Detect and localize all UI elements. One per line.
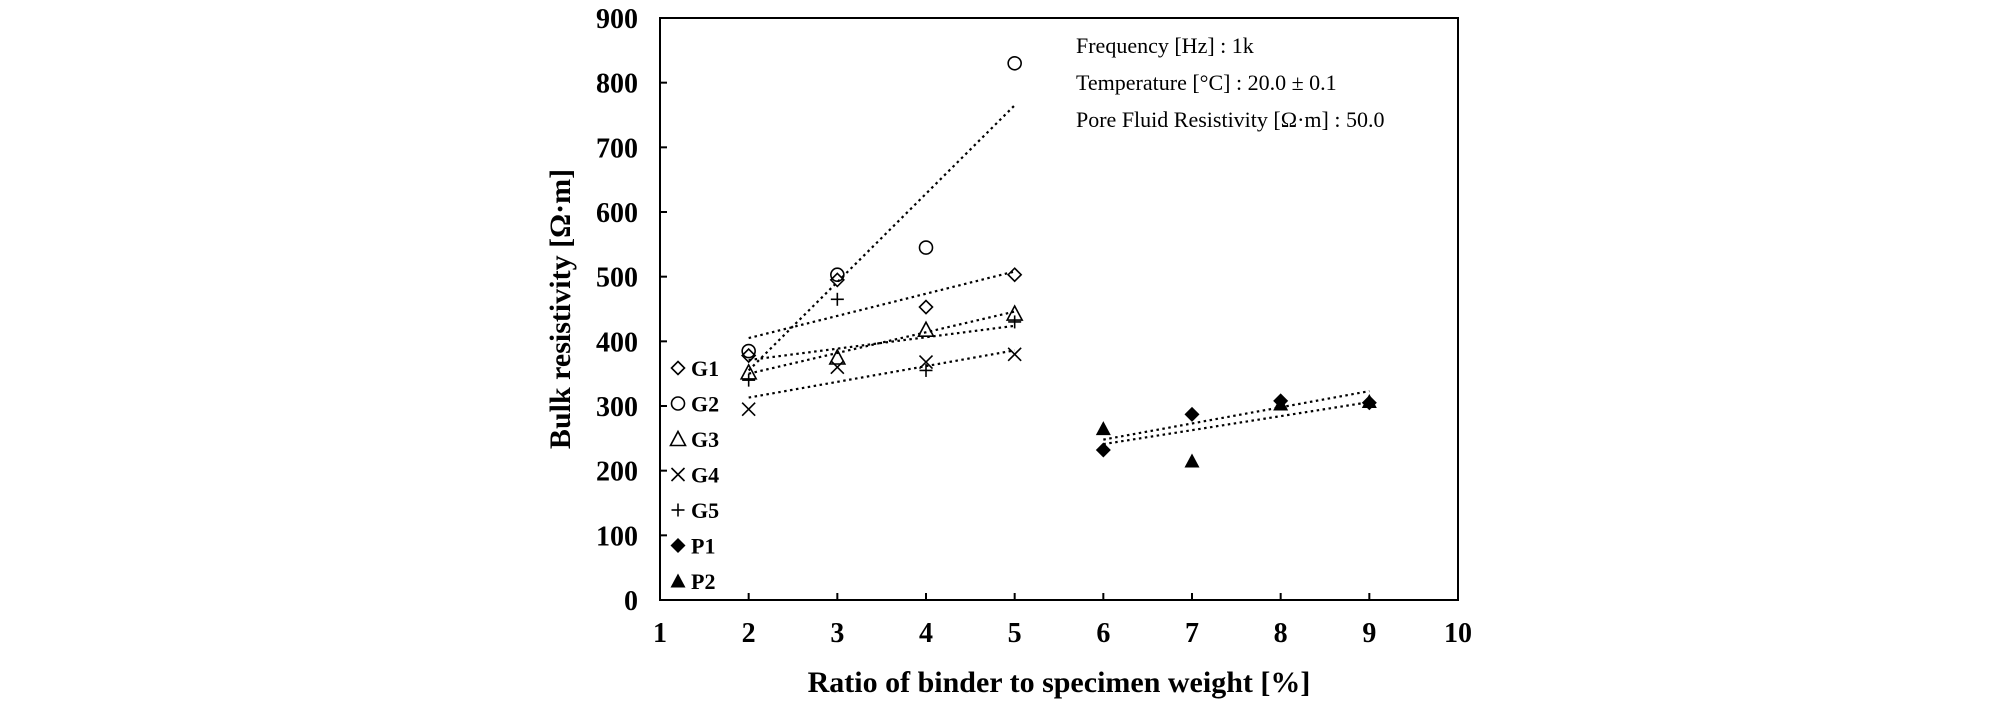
point-p2: [1184, 453, 1200, 468]
x-tick-label: 1: [653, 618, 667, 649]
y-axis-title: Bulk resistivity [Ω·m]: [544, 169, 577, 449]
trend-line-p2: [1103, 401, 1370, 446]
legend-label-g1: G1: [691, 356, 719, 381]
point-p1: [1184, 406, 1200, 422]
point-g5: [919, 363, 933, 377]
y-tick-label: 100: [596, 521, 638, 552]
y-tick-label: 500: [596, 263, 638, 294]
trend-line-g5: [748, 324, 1015, 362]
point-g2: [918, 240, 934, 255]
point-g1: [918, 299, 934, 315]
point-g4: [1007, 347, 1022, 362]
x-tick-label: 3: [830, 618, 844, 649]
point-g2: [1007, 55, 1022, 71]
legend-label-p1: P1: [691, 534, 715, 559]
point-g1: [1007, 267, 1023, 283]
legend-marker-p2: [670, 573, 686, 588]
point-p2: [1095, 421, 1111, 436]
legend-label-p2: P2: [691, 569, 715, 594]
x-tick-label: 7: [1185, 618, 1199, 649]
y-tick-label: 600: [596, 198, 638, 229]
y-tick-label: 400: [596, 327, 638, 358]
point-g1: [829, 272, 845, 288]
point-p2: [1361, 393, 1377, 408]
y-tick-label: 900: [596, 4, 638, 35]
trend-line-g4: [748, 349, 1015, 399]
y-tick-label: 0: [624, 586, 638, 617]
y-tick-label: 700: [596, 133, 638, 164]
legend-label-g2: G2: [691, 392, 719, 417]
x-tick-label: 9: [1362, 618, 1376, 649]
y-tick-label: 800: [596, 69, 638, 100]
y-tick-label: 300: [596, 392, 638, 423]
annotation-line: Temperature [°C] : 20.0 ± 0.1: [1076, 70, 1337, 95]
x-tick-label: 4: [919, 618, 933, 649]
point-p2: [1273, 396, 1289, 411]
legend-marker-g4: [670, 467, 686, 482]
plot-area: [659, 17, 1459, 601]
point-g4: [741, 402, 756, 417]
trend-lines: [747, 104, 1370, 446]
x-tick-label: 2: [742, 618, 756, 649]
annotation-line: Frequency [Hz] : 1k: [1076, 33, 1254, 58]
x-tick-label: 6: [1096, 618, 1110, 649]
trend-line-g2: [747, 104, 1016, 372]
x-tick-label: 5: [1008, 618, 1022, 649]
point-g3: [828, 348, 847, 365]
legend-label-g3: G3: [691, 427, 719, 452]
point-g5: [1008, 315, 1022, 329]
legend-label-g4: G4: [691, 463, 719, 488]
annotation-line: Pore Fluid Resistivity [Ω·m] : 50.0: [1076, 107, 1384, 132]
data-markers: [739, 55, 1377, 468]
y-tick-label: 200: [596, 457, 638, 488]
trend-line-p1: [1103, 390, 1370, 441]
point-g3: [917, 320, 935, 337]
trend-line-g1: [748, 270, 1015, 340]
legend: G1 G2 G3 G4 G5 P1 P2: [669, 356, 719, 594]
x-axis-ticks: 1 2 3 4 5 6 7 8 9 10: [653, 593, 1472, 649]
legend-marker-p1: [670, 538, 686, 553]
point-g1: [741, 347, 757, 364]
point-g4: [918, 354, 934, 370]
point-p1: [1095, 442, 1111, 458]
point-g2: [741, 343, 756, 359]
legend-marker-g2: [670, 396, 686, 411]
legend-marker-g3: [669, 429, 687, 447]
point-g4: [830, 360, 845, 375]
x-tick-label: 8: [1274, 618, 1288, 649]
x-axis-title: Ratio of binder to specimen weight [%]: [808, 666, 1311, 699]
legend-marker-g5: [671, 503, 685, 517]
legend-marker-g1: [670, 360, 686, 376]
annotations: Frequency [Hz] : 1k Temperature [°C] : 20…: [1076, 33, 1384, 132]
y-axis-ticks: 0 100 200 300 400 500 600 700 800 900: [596, 4, 667, 617]
point-g5: [742, 373, 756, 387]
point-g2: [830, 267, 845, 283]
legend-label-g5: G5: [691, 498, 719, 523]
point-g5: [830, 292, 844, 306]
x-tick-label: 10: [1444, 618, 1472, 649]
